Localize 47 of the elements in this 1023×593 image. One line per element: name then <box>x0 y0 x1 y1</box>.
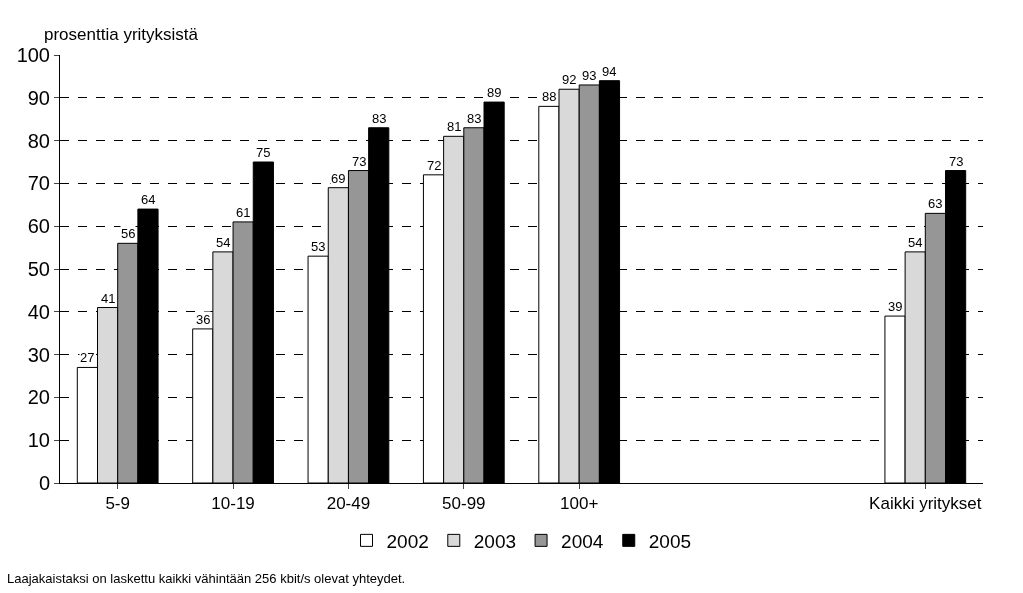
data-label: 83 <box>467 111 482 126</box>
x-tick-label: 5-9 <box>105 494 130 514</box>
data-label: 83 <box>372 111 387 126</box>
data-label: 93 <box>582 68 597 83</box>
y-tick-label: 80 <box>27 129 50 152</box>
data-label: 75 <box>256 145 271 160</box>
x-tick-label: 10-19 <box>211 494 255 514</box>
y-tick-label: 10 <box>27 429 50 452</box>
data-label: 73 <box>352 154 367 169</box>
data-label: 88 <box>542 89 557 104</box>
data-label: 69 <box>331 171 346 186</box>
data-label: 63 <box>928 196 943 211</box>
legend-label: 2005 <box>648 530 692 552</box>
data-label: 56 <box>121 226 136 241</box>
data-label: 53 <box>311 239 326 254</box>
data-label: 27 <box>80 350 95 365</box>
data-label: 92 <box>562 72 577 87</box>
x-tick-label: 100+ <box>560 494 599 514</box>
y-tick-label: 30 <box>27 343 50 366</box>
x-tick-label: Kaikki yritykset <box>869 494 982 514</box>
y-tick-label: 50 <box>27 258 50 280</box>
x-tick-label: 20-49 <box>326 494 371 514</box>
data-label: 94 <box>602 64 617 79</box>
y-axis-title: prosenttia yrityksistä <box>44 25 199 44</box>
y-tick-label: 20 <box>27 386 50 409</box>
y-tick-label: 90 <box>27 86 50 109</box>
y-tick-label: 0 <box>38 472 50 494</box>
x-tick-label: 50-99 <box>442 494 486 514</box>
data-label: 73 <box>949 154 964 169</box>
y-tick-label: 70 <box>27 172 50 195</box>
legend-label: 2004 <box>561 530 604 552</box>
data-label: 81 <box>447 119 462 134</box>
data-label: 36 <box>196 312 211 327</box>
data-label: 54 <box>216 235 231 250</box>
data-label: 39 <box>888 299 903 314</box>
y-tick-label: 40 <box>27 300 50 323</box>
legend-label: 2003 <box>473 530 517 552</box>
y-tick-label: 60 <box>27 215 50 238</box>
data-label: 89 <box>487 85 502 100</box>
data-label: 54 <box>908 235 923 250</box>
y-tick-label: 100 <box>16 44 50 66</box>
data-label: 61 <box>236 205 251 220</box>
text: Laajakaistaksi on laskettu kaikki vähintään 256 kbit/s olevat yhteydet. <box>7 571 406 586</box>
data-label: 41 <box>101 291 116 306</box>
data-label: 72 <box>427 158 442 173</box>
legend-label: 2002 <box>386 530 429 552</box>
data-label: 64 <box>141 192 156 207</box>
